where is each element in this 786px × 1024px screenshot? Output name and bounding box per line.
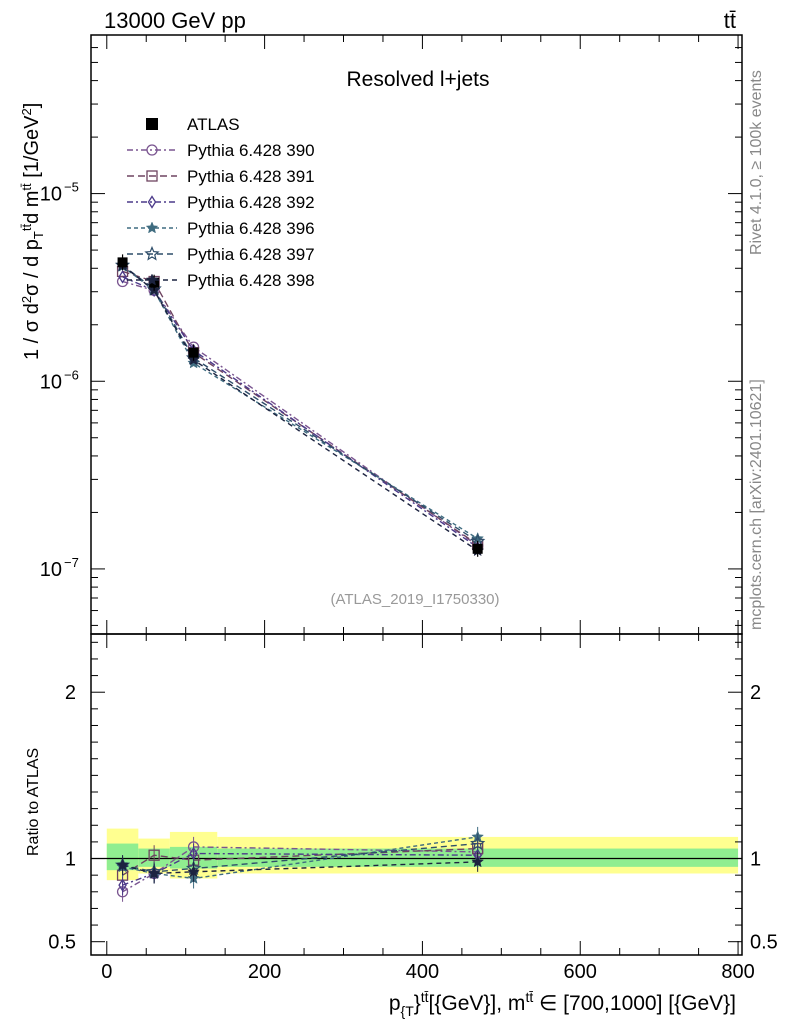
- ratio-plot-ticks: 0.5 0.5 1 1 2 2 0 200 400 600 800: [48, 634, 778, 983]
- rivet-label: Rivet 4.1.0, ≥ 100k events: [748, 70, 765, 255]
- atlas-point: [188, 347, 199, 358]
- ratio-series-point: [148, 849, 160, 861]
- ratio-series: [114, 826, 486, 902]
- ratio-series-line: [122, 847, 478, 876]
- main-plot-y-axis-label: 1 / σ d2σ / d pTtt̄d mtt̄ [1/GeV2]: [19, 103, 46, 360]
- ratio-y-tick-label: 2: [65, 682, 76, 704]
- y-tick-label-exponent: −6: [64, 367, 79, 382]
- series-pythia-6.428-397: [114, 257, 486, 549]
- legend-label: Pythia 6.428 391: [187, 167, 315, 186]
- ratio-plot: 0.5 0.5 1 1 2 2 0 200 400 600 800 Ratio to ATLAS p…: [25, 633, 778, 1019]
- x-tick-label: 800: [721, 961, 754, 983]
- series-point: [118, 270, 127, 284]
- legend-entry: Pythia 6.428 391: [127, 167, 315, 186]
- legend-marker: [147, 195, 157, 209]
- y-tick-label-exponent: −5: [64, 180, 79, 195]
- ratio-y-tick-label-right: 0.5: [750, 932, 778, 954]
- x-tick-label: 200: [248, 961, 281, 983]
- series-pythia-6.428-390: [116, 275, 484, 552]
- ratio-series-point: [470, 835, 486, 851]
- y-tick-label-exponent: −7: [64, 555, 79, 570]
- series-pythia-6.428-391: [116, 265, 484, 551]
- legend-entry: Pythia 6.428 396: [127, 219, 315, 238]
- legend-label: Pythia 6.428 392: [187, 193, 315, 212]
- x-axis-label: p{T}tt̄[{GeV}], mtt̄ ∈ [700,1000] [{GeV}…: [389, 989, 736, 1019]
- legend-label: Pythia 6.428 397: [187, 245, 315, 264]
- y-tick-label: 10: [40, 559, 62, 581]
- legend-marker: [145, 221, 159, 234]
- ratio-series-line: [122, 836, 478, 880]
- ratio-y-tick-label-right: 2: [750, 682, 761, 704]
- main-plot-ticks: 10−710−610−5: [40, 35, 742, 634]
- atlas-point: [472, 543, 483, 554]
- legend-marker: [144, 245, 160, 261]
- ratio-series-point: [187, 865, 200, 878]
- legend-label: Pythia 6.428 390: [187, 141, 315, 160]
- series-line: [122, 270, 479, 546]
- ratio-series-point: [116, 858, 129, 871]
- series-pythia-6.428-396: [116, 259, 485, 545]
- ratio-y-tick-label: 1: [65, 849, 76, 871]
- mcplots-label: mcplots.cern.ch [arXiv:2401.10621]: [748, 379, 765, 630]
- series-line: [122, 264, 479, 552]
- main-plot: 10−710−610−5 Resolved l+jets (ATLAS_2019…: [19, 34, 743, 635]
- main-plot-series: [114, 254, 486, 557]
- ratio-plot-frame: [90, 633, 743, 956]
- ratio-series-line: [122, 852, 478, 886]
- legend-label: ATLAS: [187, 115, 240, 134]
- ratio-series-point: [118, 878, 127, 892]
- ratio-y-tick-label-right: 1: [750, 849, 761, 871]
- legend-marker: [146, 118, 158, 130]
- series-line: [122, 280, 479, 547]
- legend-marker: [145, 273, 159, 286]
- y-tick-label: 10: [40, 371, 62, 393]
- main-plot-watermark: (ATLAS_2019_I1750330): [330, 591, 499, 608]
- x-tick-label: 400: [406, 961, 439, 983]
- legend-entry: Pythia 6.428 397: [127, 245, 315, 264]
- legend-label: Pythia 6.428 398: [187, 271, 315, 290]
- series-line: [122, 276, 479, 549]
- y-tick-label: 10: [40, 184, 62, 206]
- ratio-series-line: [122, 846, 478, 893]
- legend-marker: [146, 144, 158, 156]
- legend-entry: Pythia 6.428 390: [127, 141, 315, 160]
- header-right: tt̄: [724, 8, 736, 33]
- legend-entry: ATLAS: [146, 115, 240, 134]
- ratio-y-tick-label: 0.5: [48, 932, 76, 954]
- series-line: [122, 264, 479, 543]
- series-line: [122, 265, 479, 540]
- x-tick-label: 0: [101, 961, 112, 983]
- x-tick-label: 600: [564, 961, 597, 983]
- ratio-series-pythia-6.428-398: [116, 851, 485, 884]
- ratio-y-axis-label: Ratio to ATLAS: [25, 748, 42, 856]
- ratio-series-line: [122, 842, 478, 873]
- ratio-series-point: [471, 855, 485, 868]
- ratio-series-point: [147, 866, 161, 879]
- legend-marker: [146, 170, 158, 182]
- legend-label: Pythia 6.428 396: [187, 219, 315, 238]
- main-plot-title: Resolved l+jets: [347, 68, 490, 91]
- legend-entry: Pythia 6.428 392: [127, 193, 315, 212]
- atlas-point: [117, 257, 128, 268]
- header-left: 13000 GeV pp: [104, 8, 246, 33]
- legend: ATLAS Pythia 6.428 390 Pythia 6.428 391 Pyt…: [127, 115, 315, 290]
- legend-entry: Pythia 6.428 398: [127, 271, 315, 290]
